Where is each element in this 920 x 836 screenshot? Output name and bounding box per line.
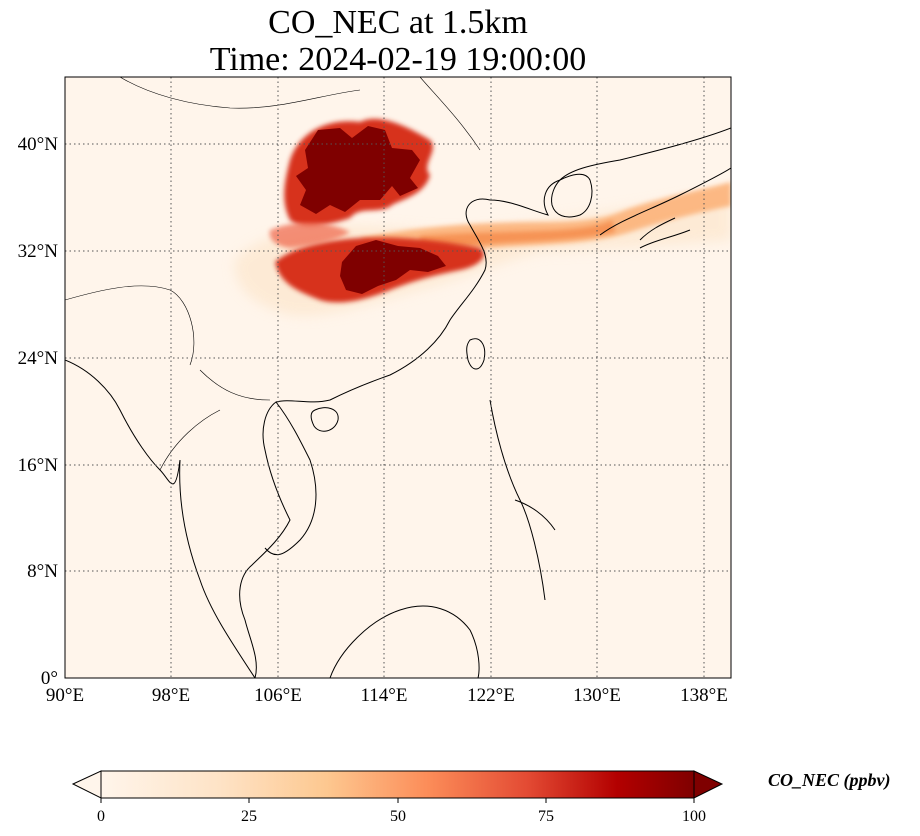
interior-border [65, 285, 271, 471]
lat-tick-label: 40°N [18, 134, 59, 155]
japan-islands [599, 167, 731, 249]
map-title-line1: CO_NEC at 1.5km [268, 4, 528, 41]
colorbar-tick-label: 50 [390, 808, 406, 825]
lat-tick-labels: 0° 8°N 16°N 24°N 32°N 40°N [18, 134, 59, 689]
lat-tick-label: 24°N [18, 348, 59, 369]
colorbar-tick-label: 25 [241, 808, 257, 825]
borneo-coast [329, 605, 480, 678]
lat-tick-label: 8°N [27, 561, 58, 582]
colorbar-ticks [100, 798, 695, 803]
colorbar-title: CO_NEC (ppbv) [768, 770, 891, 790]
lat-tick-label: 16°N [18, 455, 59, 476]
northern-border [119, 77, 481, 151]
lon-tick-label: 130°E [573, 685, 621, 706]
china-coastline [239, 127, 731, 678]
colorbar-extend-max [693, 770, 724, 799]
korea-peninsula [551, 173, 593, 218]
lon-tick-label: 106°E [254, 685, 302, 706]
map-title-line2: Time: 2024-02-19 19:00:00 [209, 41, 587, 78]
lon-tick-label: 90°E [46, 685, 84, 706]
colorbar-extend-min [71, 770, 102, 799]
philippines-islands [489, 399, 556, 601]
lon-tick-label: 114°E [361, 685, 408, 706]
lon-tick-labels: 90°E 98°E 106°E 114°E 122°E 130°E 138°E [46, 685, 728, 706]
malay-peninsula [179, 459, 256, 678]
colorbar-tick-label: 75 [538, 808, 554, 825]
lat-tick-label: 0° [41, 668, 58, 689]
concentration-field [234, 118, 731, 316]
lon-tick-label: 122°E [467, 685, 515, 706]
taiwan-island [466, 338, 486, 370]
plume-core [420, 220, 615, 250]
colorbar: 0 25 50 75 100 [71, 770, 724, 825]
colorbar-bar [100, 770, 695, 799]
hainan-island [310, 407, 339, 432]
mixed-region [269, 222, 350, 248]
lat-tick-label: 32°N [18, 241, 59, 262]
myanmar-coast [65, 359, 181, 485]
colorbar-tick-label: 100 [682, 808, 706, 825]
map-frame [64, 76, 732, 679]
lon-tick-label: 98°E [152, 685, 190, 706]
gridlines [65, 77, 731, 678]
indochina-coast [264, 401, 317, 556]
lon-tick-label: 138°E [680, 685, 728, 706]
south-plume-core [340, 240, 446, 294]
colorbar-tick-label: 0 [97, 808, 105, 825]
coastlines [65, 77, 731, 678]
north-plume-core [296, 126, 420, 214]
